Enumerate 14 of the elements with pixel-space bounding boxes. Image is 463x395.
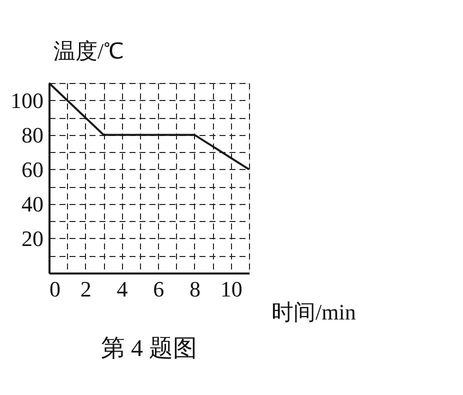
y-tick-label: 100 xyxy=(10,88,44,113)
y-tick-label: 60 xyxy=(22,156,44,182)
x-axis-title: 时间/min xyxy=(272,300,356,324)
x-tick-label: 0 xyxy=(50,276,60,302)
y-tick-label: 80 xyxy=(22,122,44,148)
y-tick-label: 40 xyxy=(22,191,44,216)
x-tick-label: 10 xyxy=(220,276,242,302)
y-tick-label: 20 xyxy=(22,226,44,251)
x-tick-label: 8 xyxy=(189,276,200,302)
x-tick-label: 4 xyxy=(116,276,128,302)
x-tick-label: 2 xyxy=(80,276,92,302)
y-axis-title: 温度/℃ xyxy=(54,38,124,64)
x-tick-label: 6 xyxy=(153,276,164,302)
text: 第 4 题图 xyxy=(101,336,197,362)
